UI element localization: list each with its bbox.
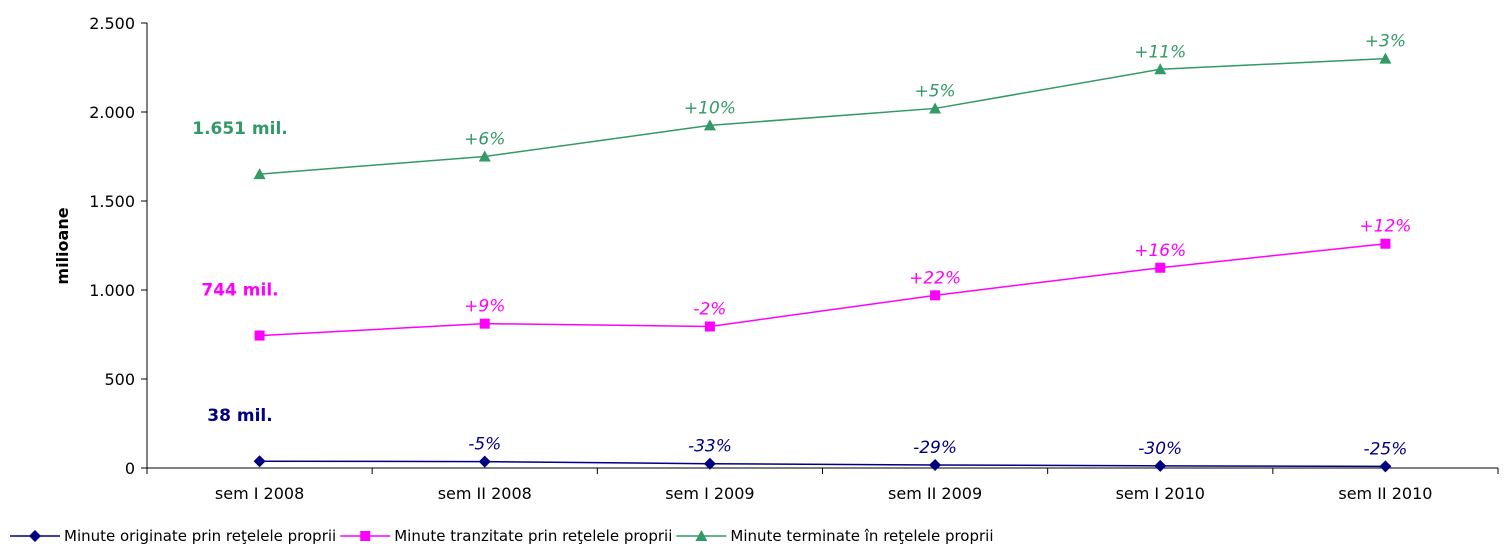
- legend-label: Minute terminate în reţelele proprii: [730, 527, 993, 545]
- legend: Minute originate prin reţelele proprii Mi…: [10, 527, 994, 545]
- series-layer: -5% -33% -29% -30% -25% 38 mil. +9% -2% +22% +16%…: [192, 32, 1411, 473]
- change-label: +16%: [1134, 241, 1186, 261]
- chart-axes: 0 500 1.000 1.500 2.000 2.500 sem I 2008 sem II…: [89, 14, 1499, 503]
- legend-item-2: Minute tranzitate prin reţelele proprii: [340, 527, 672, 545]
- legend-triangle-marker: [695, 530, 708, 541]
- y-tick-label: 1.500: [89, 192, 135, 211]
- square-marker: [704, 321, 715, 332]
- legend-item-3: Minute terminate în reţelele proprii: [676, 527, 994, 545]
- square-marker: [930, 290, 941, 301]
- change-label: +5%: [914, 81, 955, 101]
- change-label: +12%: [1359, 217, 1411, 237]
- change-label: -29%: [913, 438, 957, 458]
- change-label: +3%: [1365, 32, 1406, 52]
- y-tick-label: 500: [104, 370, 135, 389]
- diamond-marker: [253, 455, 266, 468]
- change-label: -33%: [688, 437, 732, 457]
- change-label: -25%: [1363, 439, 1407, 459]
- triangle-marker: [253, 168, 266, 180]
- change-label: +10%: [684, 98, 736, 118]
- legend-item-1: Minute originate prin reţelele proprii: [10, 527, 336, 545]
- series-3: +6% +10% +5% +11% +3% 1.651 mil.: [192, 32, 1406, 180]
- diamond-marker: [703, 457, 716, 470]
- change-label: -30%: [1138, 439, 1182, 459]
- series-2: +9% -2% +22% +16% +12% 744 mil.: [201, 217, 1411, 341]
- x-tick-label: sem I 2009: [665, 484, 754, 503]
- change-label: -2%: [693, 299, 726, 319]
- series-line: [259, 460, 1386, 468]
- diamond-marker: [929, 458, 942, 471]
- y-axis-label: milioane: [53, 207, 72, 284]
- triangle-marker: [929, 102, 942, 114]
- square-marker: [1155, 262, 1166, 273]
- triangle-marker: [478, 150, 491, 162]
- x-tick-label: sem I 2008: [215, 484, 304, 503]
- start-value-label: 1.651 mil.: [192, 119, 288, 139]
- diamond-marker: [478, 455, 491, 468]
- series-line: [259, 57, 1386, 175]
- legend-label: Minute originate prin reţelele proprii: [64, 527, 336, 545]
- x-tick-label: sem II 2009: [888, 484, 982, 503]
- square-marker: [1380, 238, 1391, 249]
- y-tick-label: 2.500: [89, 14, 135, 33]
- triangle-marker: [1154, 63, 1167, 75]
- legend-square-marker: [360, 531, 371, 541]
- start-value-label: 38 mil.: [207, 406, 272, 426]
- change-label: +11%: [1134, 42, 1186, 62]
- y-tick-label: 0: [125, 459, 135, 478]
- diamond-marker: [1154, 459, 1167, 472]
- diamond-marker: [1379, 460, 1392, 473]
- series-line: [259, 242, 1386, 337]
- triangle-marker: [1379, 52, 1392, 64]
- series-1: -5% -33% -29% -30% -25% 38 mil.: [207, 406, 1407, 473]
- legend-label: Minute tranzitate prin reţelele proprii: [394, 527, 672, 545]
- legend-diamond-marker: [29, 530, 41, 542]
- x-tick-label: sem I 2010: [1116, 484, 1205, 503]
- start-value-label: 744 mil.: [201, 281, 278, 301]
- y-tick-label: 2.000: [89, 103, 135, 122]
- triangle-marker: [703, 119, 716, 131]
- x-tick-label: sem II 2008: [438, 484, 532, 503]
- y-tick-label: 1.000: [89, 281, 135, 300]
- change-label: +9%: [464, 297, 505, 317]
- change-label: +22%: [909, 268, 961, 288]
- square-marker: [479, 318, 490, 329]
- change-label: +6%: [464, 130, 505, 150]
- x-tick-label: sem II 2010: [1338, 484, 1432, 503]
- change-label: -5%: [468, 435, 501, 455]
- square-marker: [254, 330, 265, 341]
